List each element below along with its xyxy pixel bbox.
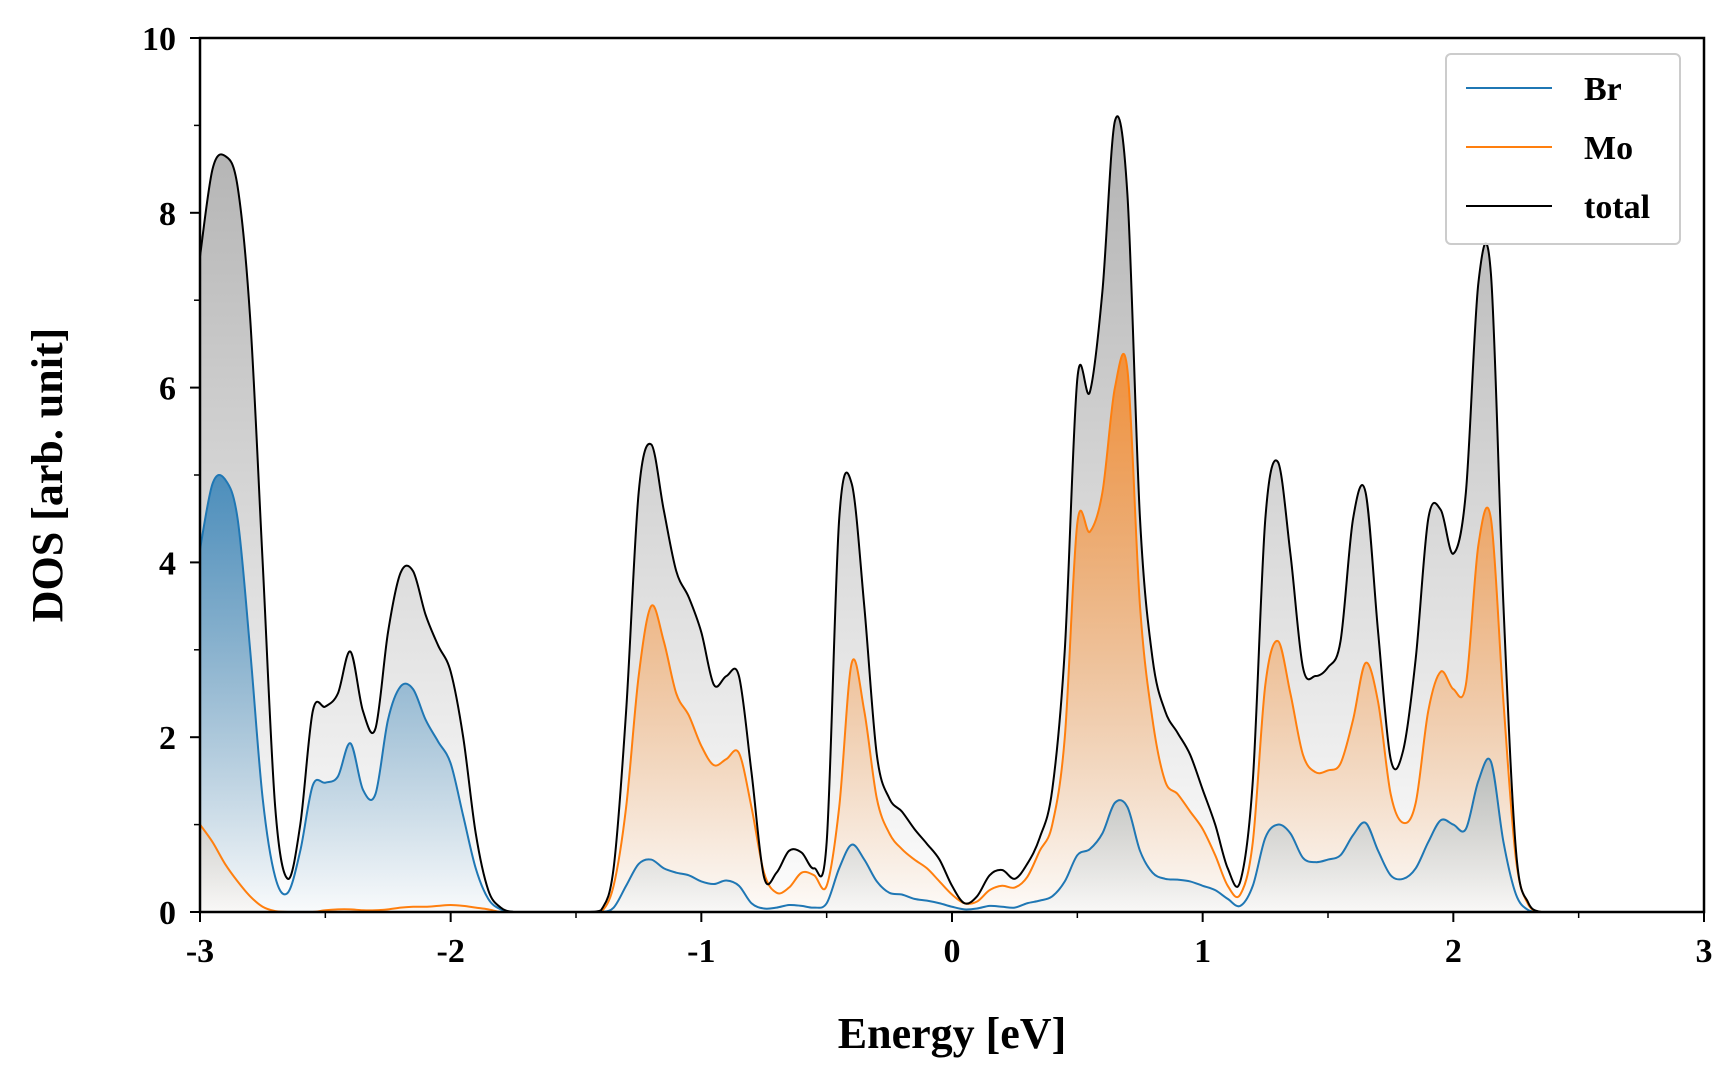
series-lines [199,115,1704,913]
x-tick-label: 0 [944,933,961,970]
y-axis-ticks: 0 2 4 6 8 10 [142,21,200,932]
x-tick-label: -1 [687,933,715,970]
y-axis-label: DOS [arb. unit] [23,328,72,623]
x-axis-label: Energy [eV] [838,1009,1067,1058]
legend-label-total: total [1584,189,1650,226]
series-line-total [199,115,1704,913]
x-tick-label: -2 [437,933,465,970]
series-fill-br [200,474,1704,912]
x-tick-label: 2 [1445,933,1462,970]
y-tick-label: 0 [159,895,176,932]
series-fill-mo [200,353,1704,912]
y-tick-label: 4 [159,545,176,582]
y-tick-label: 2 [159,720,176,757]
legend: Br Mo total [1445,53,1681,245]
y-tick-label: 10 [142,21,176,58]
series-line-mo [199,352,1704,913]
legend-box [1445,53,1681,245]
series-fills [200,116,1704,912]
x-tick-label: 3 [1696,933,1713,970]
x-tick-label: -3 [186,933,214,970]
x-tick-label: 1 [1194,933,1211,970]
series-line-br [199,474,1704,913]
y-tick-label: 6 [159,371,176,408]
legend-label-mo: Mo [1584,130,1633,167]
series-fill-total [200,116,1704,912]
x-axis-ticks: -3 -2 -1 0 1 2 3 [186,912,1713,970]
legend-label-br: Br [1584,71,1622,108]
y-tick-label: 8 [159,196,176,233]
